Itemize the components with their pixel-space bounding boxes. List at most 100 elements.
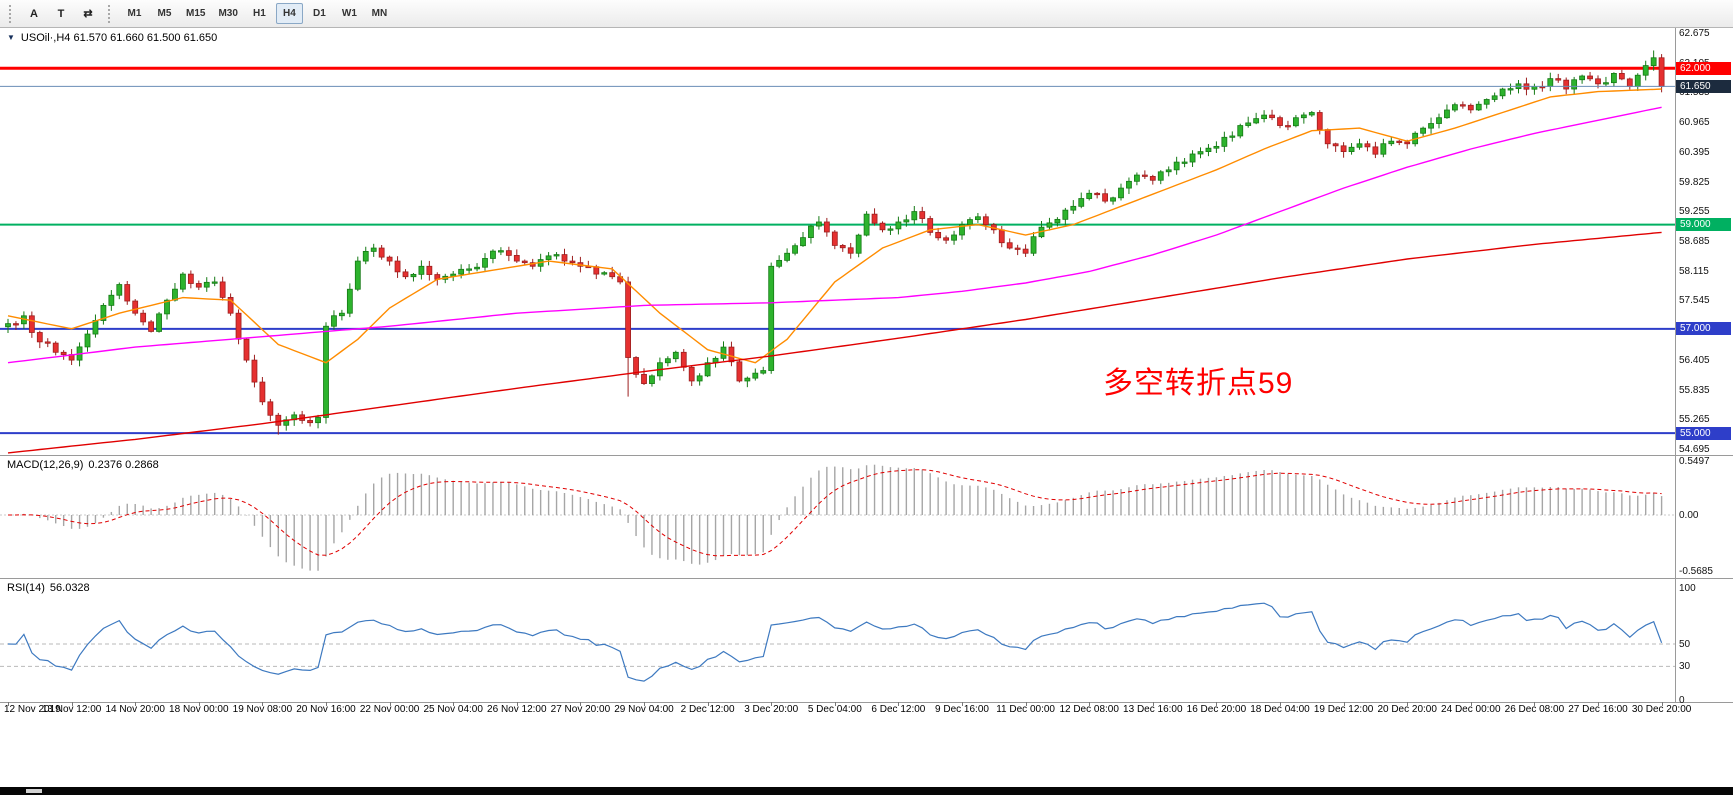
candle <box>259 376 266 406</box>
candle <box>744 376 751 388</box>
candle <box>823 217 830 237</box>
candle <box>1579 74 1585 84</box>
time-axis-tick <box>1025 702 1027 706</box>
candle <box>927 215 934 236</box>
candle <box>1046 217 1053 231</box>
time-axis-label: 12 Dec 08:00 <box>1059 704 1119 715</box>
time-axis-label: 26 Nov 12:00 <box>487 704 547 715</box>
candle <box>243 337 250 363</box>
candle <box>1197 147 1204 159</box>
timeframe-mn-button[interactable]: MN <box>366 3 393 24</box>
ma-medium-line <box>7 106 1662 364</box>
price-tag-59.000[interactable]: 59.000 <box>1676 218 1731 231</box>
font-tool-button[interactable]: A <box>22 3 46 24</box>
time-axis-label: 20 Dec 20:00 <box>1377 704 1437 715</box>
macd-canvas[interactable] <box>0 456 1675 578</box>
candle <box>52 341 59 356</box>
candle <box>1134 172 1140 186</box>
price-tag-61.650[interactable]: 61.650 <box>1676 80 1731 93</box>
candle <box>1380 138 1387 158</box>
candle <box>490 249 496 264</box>
candle <box>5 318 11 333</box>
timeframe-m1-button[interactable]: M1 <box>121 3 148 24</box>
candle <box>275 412 282 435</box>
collapse-triangle-icon[interactable]: ▼ <box>7 33 15 42</box>
price-tag-57.000[interactable]: 57.000 <box>1676 322 1731 335</box>
candle <box>1340 142 1347 158</box>
candle <box>704 357 711 378</box>
timeframe-d1-button[interactable]: D1 <box>306 3 333 24</box>
timeframe-w1-button[interactable]: W1 <box>336 3 363 24</box>
price-tag-62.000[interactable]: 62.000 <box>1676 62 1731 75</box>
candle <box>116 282 123 300</box>
candle <box>545 252 552 266</box>
candle <box>1070 200 1077 214</box>
candle <box>1459 101 1466 109</box>
candle <box>1396 139 1403 146</box>
time-axis-label: 19 Dec 12:00 <box>1313 704 1374 715</box>
rsi-axis-label: 100 <box>1679 583 1696 594</box>
rsi-indicator-label: RSI(14) 56.0328 <box>7 582 90 594</box>
main-chart-canvas[interactable] <box>0 28 1675 455</box>
toolbar-grip[interactable] <box>9 4 14 23</box>
pane-separator[interactable] <box>0 578 1733 579</box>
candle <box>935 227 942 241</box>
candle <box>1213 141 1220 154</box>
timeframe-m5-button[interactable]: M5 <box>151 3 178 24</box>
time-axis-label: 13 Dec 16:00 <box>1123 704 1183 715</box>
timeframe-h1-button[interactable]: H1 <box>246 3 273 24</box>
candle <box>1571 76 1578 95</box>
rsi-canvas[interactable] <box>0 579 1675 702</box>
candle <box>362 246 369 265</box>
candle <box>1475 101 1482 111</box>
indicator-tool-button[interactable]: ⇄ <box>76 3 100 24</box>
candle <box>903 214 910 227</box>
candle <box>1118 183 1124 201</box>
candle <box>982 213 989 230</box>
timeframe-m30-button[interactable]: M30 <box>213 3 242 24</box>
time-axis-label: 2 Dec 12:00 <box>680 704 735 715</box>
macd-signal-line <box>8 469 1662 557</box>
candle <box>1014 244 1021 256</box>
candle <box>28 311 35 338</box>
ma-slow-line <box>7 231 1662 454</box>
candle <box>36 330 43 349</box>
candle <box>887 226 894 235</box>
candle <box>1587 71 1593 82</box>
candle <box>688 365 695 387</box>
candle <box>1364 140 1371 152</box>
candle <box>1126 177 1132 195</box>
timeframe-h4-button[interactable]: H4 <box>275 3 303 24</box>
price-axis-label: 58.685 <box>1679 236 1710 247</box>
candle <box>1428 117 1434 134</box>
candle <box>1094 192 1101 199</box>
candle <box>625 276 631 397</box>
pane-separator[interactable] <box>0 455 1733 456</box>
time-axis-tick <box>644 702 645 706</box>
time-axis-label: 30 Dec 20:00 <box>1631 704 1692 715</box>
candle <box>1491 92 1498 103</box>
scrollbar-thumb[interactable] <box>26 789 42 793</box>
candle <box>1634 73 1641 92</box>
time-axis-label: 18 Nov 00:00 <box>169 704 229 715</box>
candle <box>1030 232 1037 256</box>
timeframe-m15-button[interactable]: M15 <box>181 3 210 24</box>
candle <box>1253 112 1260 125</box>
candle <box>1261 110 1267 123</box>
chart-annotation-text[interactable]: 多空转折点59 <box>1103 367 1294 400</box>
candle <box>1332 142 1339 152</box>
price-tag-55.000[interactable]: 55.000 <box>1676 427 1731 440</box>
time-axis-tick <box>1343 702 1345 706</box>
candle <box>1221 131 1228 152</box>
candle <box>1507 83 1514 95</box>
toolbar-grip[interactable] <box>108 4 113 23</box>
candle <box>951 230 957 245</box>
candle <box>784 248 790 263</box>
candle <box>911 205 918 225</box>
candle <box>474 263 480 272</box>
time-axis-label: 9 Dec 16:00 <box>935 704 989 715</box>
candle <box>1547 72 1554 92</box>
candle <box>959 221 965 240</box>
candle <box>1062 207 1069 225</box>
text-tool-button[interactable]: T <box>49 3 73 24</box>
